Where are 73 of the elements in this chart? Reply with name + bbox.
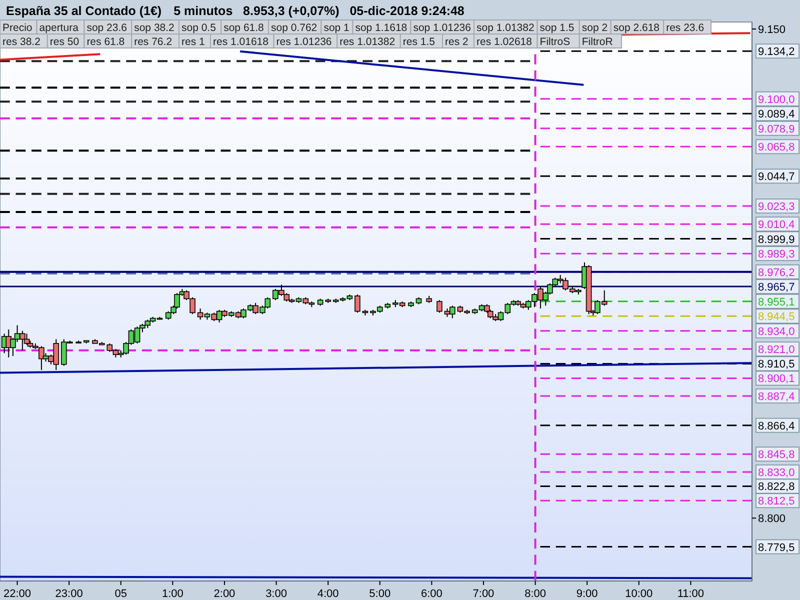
annotation: res 23.6 — [666, 22, 704, 34]
x-tick-label: 4:00 — [317, 588, 339, 600]
candlestick — [354, 294, 360, 314]
ref-line-label: 8.822,8 — [758, 481, 795, 494]
annotation: sop 61.8 — [224, 22, 264, 34]
ref-line-label: 8.934,0 — [758, 326, 795, 338]
x-tick-label: 23:00 — [55, 588, 83, 600]
x-tick-label: 1:00 — [162, 588, 184, 600]
x-tick-label: 5:00 — [369, 588, 391, 600]
ref-line-label: 8.910,5 — [758, 358, 795, 371]
annotation: res 2 — [445, 36, 469, 48]
ref-line-label: 8.900,1 — [758, 373, 795, 386]
ref-line-label: 8.779,5 — [758, 542, 795, 554]
x-tick-label: 11:00 — [677, 588, 704, 600]
annotation: res 1.5 — [402, 36, 436, 48]
annotation: sop 0.762 — [271, 22, 318, 34]
ref-line-label: 9.089,4 — [758, 108, 795, 121]
x-tick-label: 05 — [114, 588, 127, 600]
annotation: sop 23.6 — [86, 22, 128, 34]
y-tick-label: 9.150 — [758, 24, 786, 36]
annotation: Precio — [2, 22, 32, 34]
annotation: sop 2 — [582, 22, 608, 34]
annotation: sop 1.01236 — [413, 22, 472, 34]
annotation: sop 1.1618 — [355, 22, 408, 34]
annotation: res 76.2 — [134, 36, 172, 48]
ref-line-label: 9.023,3 — [758, 201, 795, 214]
annotation: res 1.01618 — [213, 36, 269, 48]
ref-line-label: 9.044,7 — [758, 171, 795, 184]
ref-line-label: 8.887,4 — [758, 390, 795, 403]
ref-line-label: 8.976,2 — [758, 266, 795, 279]
x-tick-label: 6:00 — [420, 588, 442, 600]
annotation: res 1.01236 — [276, 36, 332, 48]
annotation: FiltroR — [582, 36, 614, 48]
x-tick-label: 7:00 — [472, 588, 494, 600]
annotation: res 1.01382 — [340, 36, 396, 48]
annotation: sop 2.618 — [613, 22, 660, 34]
ref-line-label: 9.100,0 — [758, 94, 795, 106]
annotation: sop 1 — [324, 22, 350, 34]
ref-line-label: 9.010,4 — [758, 219, 795, 232]
annotation: res 1.02618 — [476, 36, 532, 48]
ref-line-label: 8.921,0 — [758, 344, 795, 356]
annotation: FiltroS — [540, 36, 570, 48]
ref-line-label: 8.944,5 — [758, 311, 795, 324]
ref-line-label: 9.065,8 — [758, 142, 795, 154]
ref-line-label: 9.134,2 — [758, 46, 795, 58]
x-tick-label: 9:00 — [576, 588, 598, 600]
x-tick-label: 22:00 — [4, 588, 32, 600]
x-tick-label: 10:00 — [625, 588, 653, 600]
annotation: res 50 — [50, 36, 80, 48]
y-tick-label: 8.800 — [758, 513, 786, 526]
ref-line-label: 8.866,4 — [758, 420, 795, 432]
annotation: sop 0.5 — [182, 22, 216, 34]
ref-line-label: 8.965,7 — [758, 282, 795, 294]
annotation: res 1 — [182, 36, 206, 48]
x-tick-label: 3:00 — [266, 588, 287, 600]
annotation: sop 1.5 — [540, 22, 574, 34]
annotation: sop 1.01382 — [476, 22, 534, 34]
annotation: apertura — [39, 22, 79, 34]
annotation: res 38.2 — [2, 36, 41, 48]
x-tick-label: 2:00 — [214, 588, 236, 600]
ref-line-label: 8.812,5 — [758, 496, 795, 508]
candlestick — [436, 300, 442, 314]
ref-line-label: 8.989,3 — [758, 248, 795, 261]
ref-line-label: 8.955,1 — [758, 296, 795, 308]
ref-line-label: 8.845,8 — [758, 449, 795, 462]
chart-title: España 35 al Contado (1€) — [6, 4, 162, 18]
ref-line-label: 8.999,9 — [758, 234, 795, 246]
chart-subtitle: 5 minutos 8.953,3 (+0,07%) 05-dic-2018 9:24:48 — [174, 4, 464, 18]
annotation: sop 38.2 — [134, 22, 175, 34]
ref-line-label: 8.833,0 — [758, 466, 795, 479]
x-tick-label: 8:00 — [524, 588, 546, 600]
annotation: res 61.8 — [86, 36, 125, 48]
ref-line-label: 9.078,9 — [758, 123, 795, 136]
